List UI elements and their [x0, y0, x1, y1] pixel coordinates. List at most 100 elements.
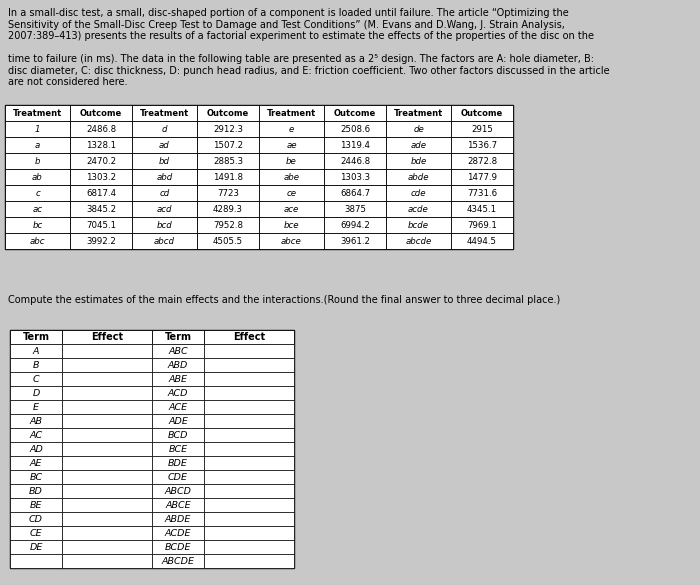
Text: ABD: ABD [168, 360, 188, 370]
Text: 2885.3: 2885.3 [213, 157, 243, 166]
Text: BDE: BDE [168, 459, 188, 467]
Bar [197, 153, 259, 169]
Bar [70, 153, 132, 169]
Text: abcde: abcde [405, 236, 432, 246]
Text: CDE: CDE [168, 473, 188, 481]
Text: cde: cde [411, 188, 426, 198]
Text: AC: AC [29, 431, 43, 439]
Bar [10, 414, 62, 428]
Text: ABE: ABE [169, 374, 188, 384]
Text: 2915: 2915 [471, 125, 493, 133]
Text: Treatment: Treatment [13, 108, 62, 118]
Bar [62, 358, 152, 372]
Bar [62, 512, 152, 526]
Bar [152, 456, 204, 470]
Text: abcd: abcd [154, 236, 175, 246]
Text: ade: ade [410, 140, 426, 150]
Bar [386, 121, 451, 137]
Bar [5, 105, 513, 249]
Bar [259, 233, 324, 249]
Bar [152, 358, 204, 372]
Text: 1536.7: 1536.7 [467, 140, 497, 150]
Text: ace: ace [284, 205, 299, 214]
Text: acd: acd [157, 205, 172, 214]
Bar [132, 217, 197, 233]
Bar [70, 121, 132, 137]
Bar [10, 540, 62, 554]
Text: Outcome: Outcome [461, 108, 503, 118]
Bar [62, 344, 152, 358]
Text: BE: BE [29, 501, 42, 510]
Text: Treatment: Treatment [140, 108, 189, 118]
Bar [204, 554, 294, 568]
Text: CD: CD [29, 514, 43, 524]
Bar [197, 185, 259, 201]
Text: AE: AE [29, 459, 42, 467]
Text: Term: Term [22, 332, 50, 342]
Bar [204, 344, 294, 358]
Bar [451, 105, 513, 121]
Bar [10, 344, 62, 358]
Bar [324, 105, 386, 121]
Text: 3992.2: 3992.2 [86, 236, 116, 246]
Text: C: C [33, 374, 39, 384]
Bar [451, 137, 513, 153]
Text: de: de [413, 125, 424, 133]
Bar [204, 540, 294, 554]
Bar [197, 201, 259, 217]
Text: Compute the estimates of the main effects and the interactions.(Round the final : Compute the estimates of the main effect… [8, 295, 560, 305]
Text: bcde: bcde [408, 221, 429, 229]
Bar [132, 121, 197, 137]
Text: ADE: ADE [168, 417, 188, 425]
Text: 1: 1 [35, 125, 41, 133]
Text: 6994.2: 6994.2 [340, 221, 370, 229]
Bar [70, 169, 132, 185]
Bar [204, 442, 294, 456]
Text: 1303.3: 1303.3 [340, 173, 370, 181]
Bar [10, 470, 62, 484]
Bar [5, 105, 70, 121]
Bar [62, 456, 152, 470]
Text: 6864.7: 6864.7 [340, 188, 370, 198]
Text: Treatment: Treatment [267, 108, 316, 118]
Bar [204, 512, 294, 526]
Bar [204, 400, 294, 414]
Text: be: be [286, 157, 297, 166]
Text: bd: bd [159, 157, 170, 166]
Text: 7723: 7723 [217, 188, 239, 198]
Bar [204, 498, 294, 512]
Bar [197, 169, 259, 185]
Text: 3961.2: 3961.2 [340, 236, 370, 246]
Bar [152, 400, 204, 414]
Bar [10, 386, 62, 400]
Bar [62, 372, 152, 386]
Bar [324, 233, 386, 249]
Text: ABDE: ABDE [164, 514, 191, 524]
Text: Sensitivity of the Small-Disc Creep Test to Damage and Test Conditions” (M. Evan: Sensitivity of the Small-Disc Creep Test… [8, 19, 565, 29]
Text: ACE: ACE [169, 402, 188, 411]
Bar [259, 153, 324, 169]
Bar [197, 105, 259, 121]
Bar [132, 153, 197, 169]
Text: 1319.4: 1319.4 [340, 140, 370, 150]
Bar [324, 153, 386, 169]
Bar [204, 470, 294, 484]
Text: abd: abd [156, 173, 173, 181]
Text: bde: bde [410, 157, 426, 166]
Text: CE: CE [29, 528, 42, 538]
Bar [204, 526, 294, 540]
Bar [204, 428, 294, 442]
Text: ae: ae [286, 140, 297, 150]
Text: bce: bce [284, 221, 300, 229]
Text: acde: acde [408, 205, 429, 214]
Text: are not considered here.: are not considered here. [8, 77, 127, 87]
Bar [259, 121, 324, 137]
Bar [451, 153, 513, 169]
Bar [5, 121, 70, 137]
Text: 6817.4: 6817.4 [86, 188, 116, 198]
Text: In a small-disc test, a small, disc-shaped portion of a component is loaded unti: In a small-disc test, a small, disc-shap… [8, 8, 568, 18]
Text: c: c [35, 188, 40, 198]
Bar [197, 121, 259, 137]
Bar [152, 512, 204, 526]
Bar [259, 201, 324, 217]
